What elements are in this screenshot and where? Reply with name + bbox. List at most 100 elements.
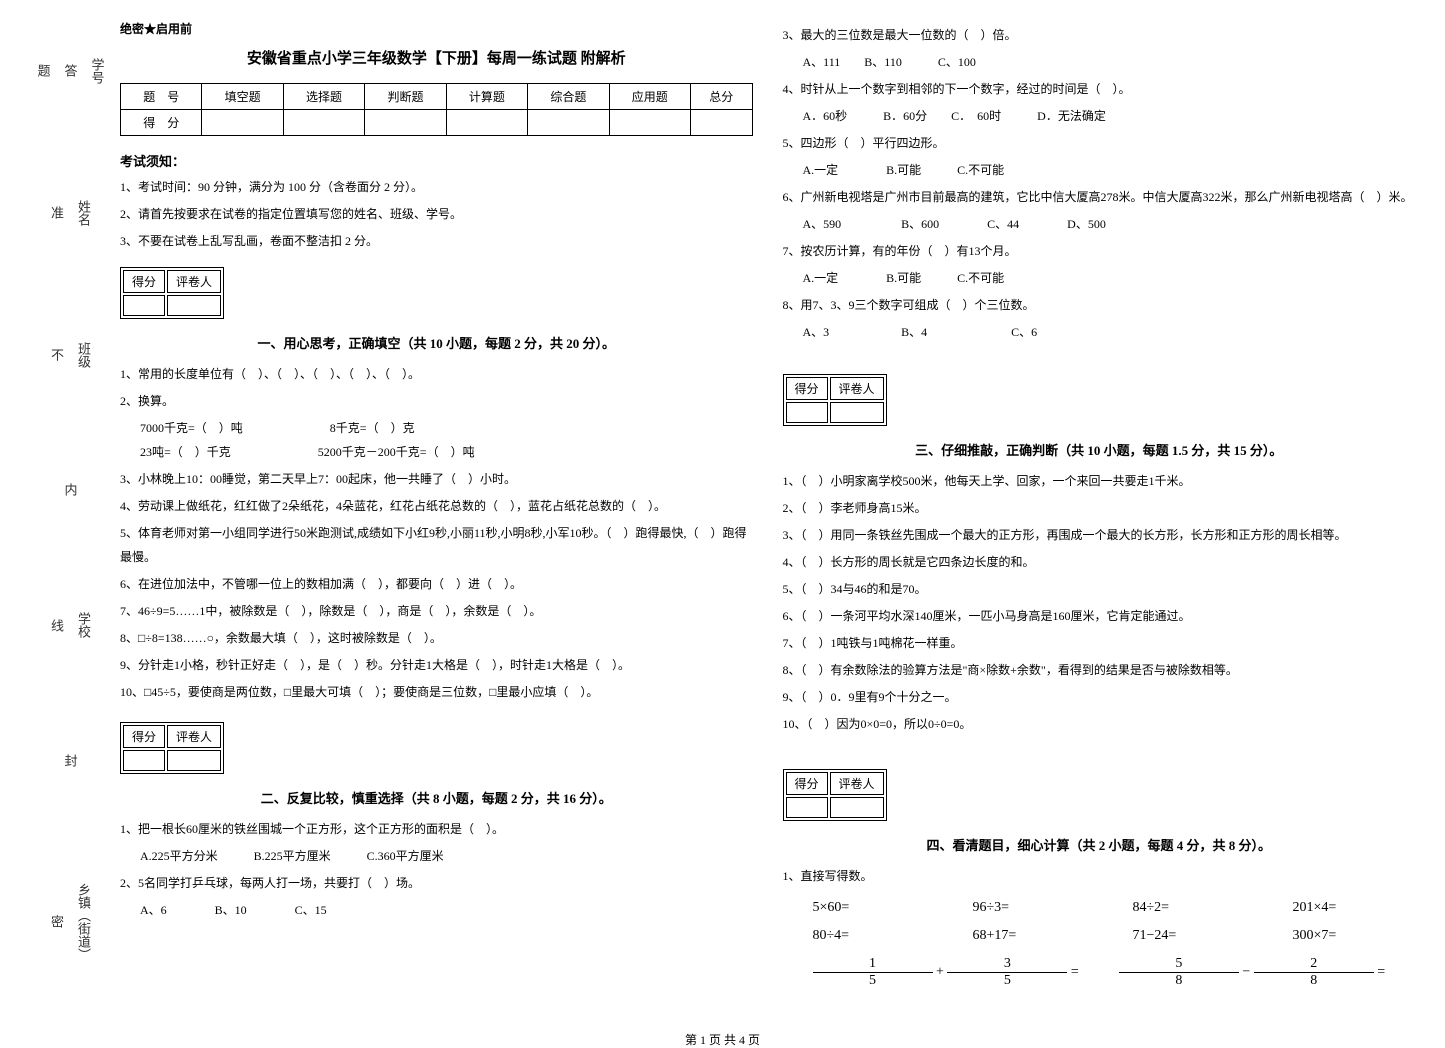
calc: 68+17= [973,928,1093,944]
s3-q6: 6、（ ）一条河平均水深140厘米，一匹小马身高是160厘米，它肯定能通过。 [783,604,1416,628]
reviewer-blank [830,402,884,423]
op: − [1242,965,1250,980]
label-zhun: 准 [47,206,66,219]
label-ti: 题 [34,64,53,77]
s1-q7: 7、46÷9=5……1中，被除数是（ ），除数是（ ），商是（ ），余数是（ ）… [120,599,753,623]
s1-q2d: 5200千克－200千克=（ ）吨 [318,445,475,459]
label-bu: 不 [47,348,66,361]
s2-q4: 4、时针从上一个数字到相邻的下一个数字，经过的时间是（ ）。 [783,77,1416,101]
calc: 201×4= [1293,900,1413,916]
s2-q2: 2、5名同学打乒乓球，每两人打一场，共要打（ ）场。 [120,871,753,895]
th-5: 综合题 [528,84,609,110]
s2-q3: 3、最大的三位数是最大一位数的（ ）倍。 [783,23,1416,47]
main-content: 绝密★启用前 安徽省重点小学三年级数学【下册】每周一练试题 附解析 题 号 填空… [120,0,1445,1011]
s1-q2b: 8千克=（ ）克 [330,421,415,435]
fraction: 58 [1119,956,1239,989]
notice-item: 1、考试时间：90 分钟，满分为 100 分（含卷面分 2 分）。 [120,178,753,197]
page-footer: 第 1 页 共 4 页 [0,1031,1445,1048]
notice-item: 3、不要在试卷上乱写乱画，卷面不整洁扣 2 分。 [120,232,753,251]
s3-q2: 2、（ ）李老师身高15米。 [783,496,1416,520]
calc: 300×7= [1293,928,1413,944]
s4-q1: 1、直接写得数。 [783,864,1416,888]
fraction: 35 [947,956,1067,989]
s2-q5-opts: A.一定 B.可能 C.不可能 [783,158,1416,182]
eq: = [1071,965,1079,980]
eq: = [1377,965,1385,980]
score-blank [786,797,828,818]
s3-q7: 7、（ ）1吨铁与1吨棉花一样重。 [783,631,1416,655]
label-feng: 封 [61,754,80,767]
score-summary-table: 题 号 填空题 选择题 判断题 计算题 综合题 应用题 总分 得 分 [120,83,753,136]
s1-q2a: 7000千克=（ ）吨 [140,421,243,435]
notice-item: 2、请首先按要求在试卷的指定位置填写您的姓名、班级、学号。 [120,205,753,224]
label-banji: 班级 [74,342,93,368]
fraction: 28 [1254,956,1374,989]
table-score-row: 得 分 [121,110,753,136]
label-xuehao: 学号 [88,58,107,84]
notice-list: 1、考试时间：90 分钟，满分为 100 分（含卷面分 2 分）。 2、请首先按… [120,178,753,252]
section1-title: 一、用心思考，正确填空（共 10 小题，每题 2 分，共 20 分）。 [120,333,753,352]
score-label: 得分 [786,377,828,400]
td-blank [528,110,609,136]
s1-q5: 5、体育老师对第一小组同学进行50米跑测试,成绩如下小红9秒,小丽11秒,小明8… [120,521,753,569]
s3-q3: 3、（ ）用同一条铁丝先围成一个最大的正方形，再围成一个最大的长方形，长方形和正… [783,523,1416,547]
label-da: 答 [61,64,80,77]
calc-row-1: 5×60= 96÷3= 84÷2= 201×4= [783,900,1416,916]
s1-q8: 8、□÷8=138……○，余数最大填（ ），这时被除数是（ ）。 [120,626,753,650]
notice-heading: 考试须知： [120,151,753,170]
td-blank [690,110,752,136]
s1-q9: 9、分针走1小格，秒针正好走（ ），是（ ）秒。分针走1大格是（ ），时针走1大… [120,653,753,677]
td-blank [365,110,446,136]
calc: 71−24= [1133,928,1253,944]
s2-q8: 8、用7、3、9三个数字可组成（ ）个三位数。 [783,293,1416,317]
s2-q1: 1、把一根长60厘米的铁丝围城一个正方形，这个正方形的面积是（ ）。 [120,817,753,841]
section2-title: 二、反复比较，慎重选择（共 8 小题，每题 2 分，共 16 分）。 [120,788,753,807]
score-blank [123,750,165,771]
s3-q5: 5、（ ）34与46的和是70。 [783,577,1416,601]
calc: 80÷4= [813,928,933,944]
frac-expr-2: 58 − 28 = [1119,956,1385,989]
s2-q7: 7、按农历计算，有的年份（ ）有13个月。 [783,239,1416,263]
reviewer-label: 评卷人 [167,270,221,293]
fraction: 15 [813,956,933,989]
reviewer-label: 评卷人 [830,772,884,795]
score-label: 得分 [786,772,828,795]
th-1: 填空题 [202,84,283,110]
score-label: 得分 [123,270,165,293]
binding-margin: 学号 答 题 姓名 准 班级 不 内 学校 线 封 乡镇（街道） 密 [30,0,110,1019]
td-blank [446,110,527,136]
calc-row-3: 15 + 35 = 58 − 28 = [783,956,1416,989]
section-score-box: 得分评卷人 [120,722,224,774]
s3-q10: 10、（ ）因为0×0=0，所以0÷0=0。 [783,712,1416,736]
td-blank [283,110,364,136]
s1-q1: 1、常用的长度单位有（ ）、（ ）、（ ）、（ ）、（ ）。 [120,362,753,386]
s2-q7-opts: A.一定 B.可能 C.不可能 [783,266,1416,290]
label-xian: 线 [47,619,66,632]
exam-title: 安徽省重点小学三年级数学【下册】每周一练试题 附解析 [120,47,753,68]
s1-q10: 10、□45÷5，要使商是两位数，□里最大可填（ ）；要使商是三位数，□里最小应… [120,680,753,704]
s3-q8: 8、（ ）有余数除法的验算方法是"商×除数+余数"，看得到的结果是否与被除数相等… [783,658,1416,682]
section4-title: 四、看清题目，细心计算（共 2 小题，每题 4 分，共 8 分）。 [783,835,1416,854]
score-label: 得分 [123,725,165,748]
label-nei: 内 [61,483,80,496]
s1-q2: 2、换算。 [120,389,753,413]
s3-q1: 1、（ ）小明家离学校500米，他每天上学、回家，一个来回一共要走1千米。 [783,469,1416,493]
s1-q4: 4、劳动课上做纸花，红红做了2朵纸花，4朵蓝花，红花占纸花总数的（ ），蓝花占纸… [120,494,753,518]
s1-q2-row: 7000千克=（ ）吨 8千克=（ ）克 [120,416,753,440]
calc-row-2: 80÷4= 68+17= 71−24= 300×7= [783,928,1416,944]
s2-q4-opts: A．60秒 B．60分 C． 60时 D．无法确定 [783,104,1416,128]
score-blank [123,295,165,316]
frac-expr-1: 15 + 35 = [813,956,1079,989]
s1-q6: 6、在进位加法中，不管哪一位上的数相加满（ ），都要向（ ）进（ ）。 [120,572,753,596]
label-mi: 密 [47,915,66,928]
s2-q1-opts: A.225平方分米 B.225平方厘米 C.360平方厘米 [120,844,753,868]
s1-q2-row: 23吨=（ ）千克 5200千克－200千克=（ ）吨 [120,440,753,464]
s3-q9: 9、（ ）0．9里有9个十分之一。 [783,685,1416,709]
right-column: 3、最大的三位数是最大一位数的（ ）倍。 A、111 B、110 C、100 4… [783,20,1416,1001]
s2-q6: 6、广州新电视塔是广州市目前最高的建筑，它比中信大厦高278米。中信大厦高322… [783,185,1416,209]
td-blank [609,110,690,136]
label-xingming: 姓名 [74,200,93,226]
left-column: 绝密★启用前 安徽省重点小学三年级数学【下册】每周一练试题 附解析 题 号 填空… [120,20,753,1001]
th-2: 选择题 [283,84,364,110]
s1-q2c: 23吨=（ ）千克 [140,445,231,459]
